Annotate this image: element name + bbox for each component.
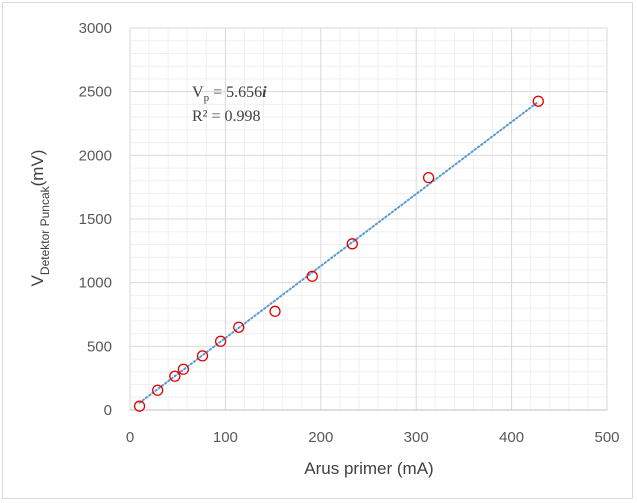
data-point [152,384,164,396]
data-point [346,238,358,250]
x-tick-label: 0 [126,429,134,446]
data-point [233,321,245,333]
y-tick-label: 2500 [79,84,112,101]
y-tick-label: 0 [104,402,112,419]
r-squared-label: R² = 0.998 [192,108,261,125]
data-point [269,305,281,317]
x-axis-title: Arus primer (mA) [304,459,433,478]
data-points [133,95,544,412]
y-axis-title: VDetektor Puncak(mV) [28,150,52,287]
data-point [196,350,209,362]
equation-variable: i [262,84,267,101]
x-tick-label: 200 [308,429,333,446]
y-tick-labels: 0 500 1000 1500 2000 2500 3000 [79,20,112,419]
data-point [214,335,227,347]
y-tick-label: 2000 [79,147,112,164]
data-point [177,363,190,375]
y-tick-label: 3000 [79,20,112,37]
y-axis-title-main: V [28,274,47,286]
equation-rhs: = 5.656 [209,84,262,101]
equation-subscript: p [204,92,210,104]
data-point [169,370,181,382]
y-tick-label: 1500 [79,211,112,228]
x-tick-label: 500 [594,429,619,446]
x-tick-label: 400 [499,429,524,446]
x-tick-label: 100 [213,429,238,446]
data-point [422,171,435,184]
data-point [306,270,318,282]
y-axis-title-unit: (mV) [28,150,47,187]
equation-lhs: V [192,84,204,101]
y-axis-title-subscript: Detektor Puncak [38,185,52,275]
x-tick-labels: 0 100 200 300 400 500 [126,429,620,446]
data-point [532,95,544,107]
trendline-equation: Vp = 5.656i [192,84,267,104]
y-tick-label: 500 [87,338,112,355]
chart-frame [2,2,633,499]
data-point [133,400,146,412]
trendline-layer [138,100,540,404]
y-tick-label: 1000 [79,275,112,292]
major-gridlines [129,27,608,411]
trendline [138,100,540,404]
x-tick-label: 300 [404,429,429,446]
